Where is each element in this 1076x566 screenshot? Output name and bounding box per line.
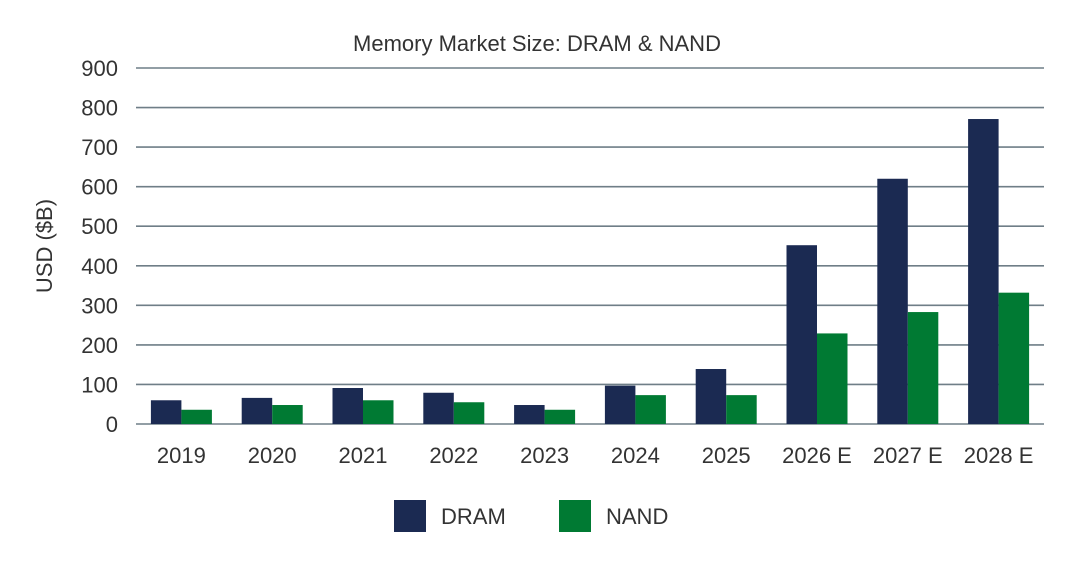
legend-swatch-dram: [394, 500, 426, 532]
bar-nand: [544, 409, 576, 424]
legend-label-nand: NAND: [606, 504, 668, 529]
legend: DRAM NAND: [394, 500, 668, 532]
bars: [150, 119, 1030, 424]
y-tick-label: 800: [81, 96, 118, 121]
x-tick-label: 2019: [157, 443, 206, 468]
x-tick-label: 2021: [339, 443, 388, 468]
y-tick-label: 0: [106, 412, 118, 437]
chart-title: Memory Market Size: DRAM & NAND: [353, 31, 721, 56]
y-tick-label: 600: [81, 175, 118, 200]
bar-nand: [998, 292, 1030, 424]
bar-dram: [968, 119, 999, 424]
bar-nand: [181, 409, 212, 424]
x-tick-label: 2027 E: [873, 443, 943, 468]
bar-dram: [786, 245, 817, 424]
x-tick-label: 2022: [429, 443, 478, 468]
y-tick-label: 300: [81, 293, 118, 318]
legend-label-dram: DRAM: [441, 504, 506, 529]
y-axis-label: USD ($B): [32, 199, 57, 293]
bar-dram: [423, 392, 454, 424]
bar-nand: [453, 402, 485, 424]
bar-nand: [635, 395, 666, 424]
bar-dram: [332, 388, 363, 424]
bar-dram: [604, 385, 636, 424]
x-axis-ticks: 2019 2020 2021 2022 2023 2024 2025 2026 E 2027 E…: [157, 443, 1034, 468]
y-tick-label: 900: [81, 56, 118, 81]
x-tick-label: 2020: [248, 443, 297, 468]
y-tick-label: 200: [81, 333, 118, 358]
bar-nand: [363, 400, 394, 424]
y-tick-label: 700: [81, 135, 118, 160]
y-tick-label: 500: [81, 214, 118, 239]
bar-nand: [907, 312, 939, 424]
bar-dram: [150, 400, 182, 424]
x-tick-label: 2025: [702, 443, 751, 468]
x-tick-label: 2023: [520, 443, 569, 468]
bar-nand: [726, 395, 757, 424]
gridlines: [136, 67, 1044, 425]
y-tick-label: 400: [81, 254, 118, 279]
bar-nand: [272, 405, 303, 424]
y-axis-ticks: 0 100 200 300 400 500 600 700 800 900: [81, 56, 118, 437]
x-tick-label: 2024: [611, 443, 660, 468]
bar-dram: [877, 178, 908, 424]
bar-dram: [695, 369, 727, 424]
x-tick-label: 2028 E: [964, 443, 1034, 468]
bar-dram: [241, 397, 273, 424]
legend-swatch-nand: [559, 500, 591, 532]
bar-dram: [514, 405, 545, 424]
bar-nand: [817, 333, 848, 424]
x-tick-label: 2026 E: [782, 443, 852, 468]
y-tick-label: 100: [81, 372, 118, 397]
